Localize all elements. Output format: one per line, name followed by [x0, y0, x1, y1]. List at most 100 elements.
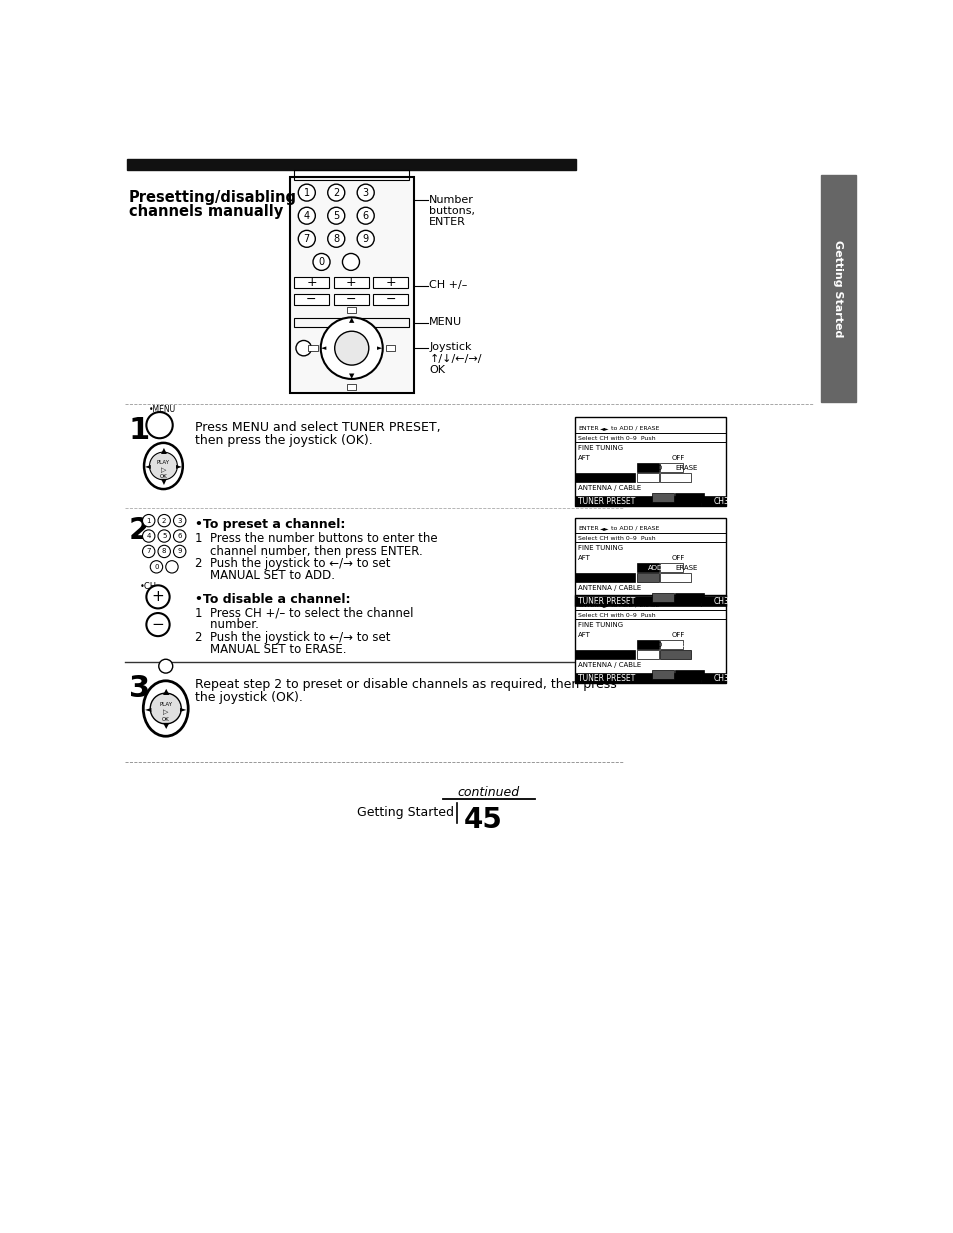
- Text: 3: 3: [177, 518, 182, 524]
- Text: Select CH with 0–9  Push: Select CH with 0–9 Push: [578, 536, 655, 541]
- Circle shape: [328, 184, 344, 201]
- Bar: [575, 473, 635, 482]
- Text: 1: 1: [147, 518, 151, 524]
- Text: •MENU: •MENU: [149, 406, 175, 414]
- Text: 7: 7: [303, 234, 310, 244]
- Bar: [820, 175, 856, 402]
- Text: AUTO PRESET: AUTO PRESET: [578, 576, 625, 582]
- Text: CH +/–: CH +/–: [429, 280, 467, 290]
- Text: channels manually: channels manually: [129, 205, 282, 219]
- Circle shape: [142, 545, 154, 557]
- Text: Joystick: Joystick: [429, 342, 471, 351]
- Bar: [575, 610, 725, 619]
- Text: −: −: [306, 293, 316, 306]
- Circle shape: [142, 514, 154, 526]
- Text: ON: ON: [647, 633, 658, 639]
- Text: 1: 1: [303, 187, 310, 197]
- Bar: [575, 496, 700, 506]
- Text: −: −: [385, 293, 395, 306]
- Circle shape: [150, 693, 181, 724]
- Text: MENU: MENU: [429, 317, 462, 327]
- Bar: [294, 277, 329, 289]
- Circle shape: [158, 660, 172, 673]
- Text: CH3: CH3: [713, 497, 729, 506]
- Text: ANTENNA / CABLE: ANTENNA / CABLE: [578, 486, 640, 491]
- Circle shape: [356, 207, 374, 224]
- Circle shape: [328, 207, 344, 224]
- Text: 3: 3: [362, 187, 369, 197]
- Text: ON: ON: [647, 555, 658, 561]
- Text: ENTER: ENTER: [578, 525, 598, 531]
- Text: AFT: AFT: [578, 455, 590, 461]
- Bar: [659, 573, 691, 582]
- Bar: [652, 493, 674, 502]
- Text: 2: 2: [333, 187, 339, 197]
- Circle shape: [150, 453, 177, 480]
- Text: then press the joystick (OK).: then press the joystick (OK).: [195, 434, 373, 446]
- Text: ANT: ANT: [662, 486, 677, 491]
- Text: ▷: ▷: [163, 709, 169, 715]
- Bar: [700, 673, 725, 683]
- Text: OFF: OFF: [671, 455, 684, 461]
- Text: 3: 3: [129, 674, 150, 703]
- Text: +: +: [385, 276, 395, 290]
- Bar: [674, 593, 703, 602]
- Bar: [575, 518, 725, 607]
- Text: OK: OK: [162, 716, 170, 721]
- Bar: [659, 462, 682, 472]
- Text: ANTENNA / CABLE: ANTENNA / CABLE: [578, 586, 640, 592]
- Text: 45: 45: [463, 806, 501, 835]
- Bar: [637, 462, 658, 472]
- Text: MANUAL SET: MANUAL SET: [582, 465, 627, 471]
- Bar: [575, 573, 635, 582]
- Bar: [575, 596, 700, 607]
- Text: +: +: [345, 276, 355, 290]
- Circle shape: [328, 231, 344, 248]
- Circle shape: [158, 514, 171, 526]
- Text: continued: continued: [457, 785, 519, 799]
- Text: 2: 2: [129, 517, 150, 545]
- Text: PLAY: PLAY: [159, 702, 172, 708]
- Text: ANT: ANT: [662, 662, 677, 668]
- Text: •To disable a channel:: •To disable a channel:: [195, 593, 351, 607]
- Text: Select CH with 0–9  Push: Select CH with 0–9 Push: [578, 435, 655, 440]
- Text: ▼: ▼: [162, 721, 169, 730]
- Text: CABLE: CABLE: [689, 486, 711, 491]
- Text: OFF: OFF: [671, 633, 684, 639]
- Circle shape: [158, 545, 171, 557]
- Text: MANUAL SET: MANUAL SET: [582, 642, 627, 649]
- Text: ANTENNA / CABLE: ANTENNA / CABLE: [578, 662, 640, 668]
- Text: Getting Started: Getting Started: [356, 806, 454, 819]
- Text: the joystick (OK).: the joystick (OK).: [195, 690, 303, 704]
- Text: 4: 4: [147, 533, 151, 539]
- Circle shape: [146, 613, 170, 636]
- Text: ADD: ADD: [647, 465, 662, 471]
- Text: AUTO PRESET: AUTO PRESET: [578, 652, 625, 658]
- Text: Repeat step 2 to preset or disable channels as required, then press: Repeat step 2 to preset or disable chann…: [195, 678, 617, 690]
- Bar: [575, 418, 725, 506]
- Text: buttons,: buttons,: [429, 206, 475, 216]
- Circle shape: [298, 207, 315, 224]
- Circle shape: [142, 530, 154, 543]
- Circle shape: [166, 561, 178, 573]
- Text: ERASE: ERASE: [675, 465, 698, 471]
- Circle shape: [150, 561, 162, 573]
- Bar: [637, 650, 658, 660]
- Text: 6: 6: [362, 211, 369, 221]
- Circle shape: [173, 545, 186, 557]
- Text: +: +: [152, 589, 164, 604]
- Text: ▲: ▲: [162, 687, 169, 697]
- Text: 6: 6: [177, 533, 182, 539]
- Text: ENTER: ENTER: [578, 603, 598, 608]
- Ellipse shape: [144, 443, 183, 490]
- Text: to ADD / ERASE: to ADD / ERASE: [610, 425, 659, 430]
- Circle shape: [342, 254, 359, 270]
- Circle shape: [295, 340, 311, 356]
- Bar: [575, 433, 725, 443]
- Text: number.: number.: [195, 619, 259, 631]
- Ellipse shape: [143, 681, 188, 736]
- Text: CABLE: CABLE: [689, 586, 711, 592]
- Text: 0: 0: [318, 256, 324, 266]
- Bar: [347, 383, 356, 390]
- Text: ►: ►: [376, 345, 382, 351]
